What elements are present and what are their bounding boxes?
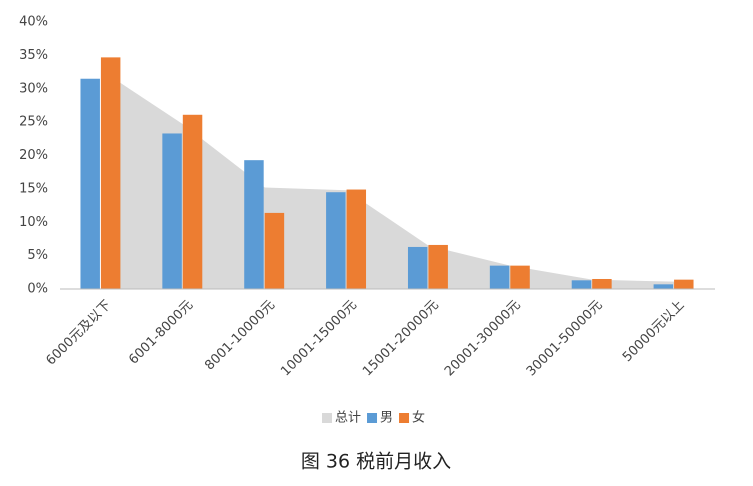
legend-swatch	[399, 413, 410, 423]
chart-title: 图 36 税前月收入	[301, 451, 451, 473]
legend-swatch	[322, 413, 332, 423]
legend-label: 女	[412, 410, 425, 426]
y-tick-label: 15%	[19, 181, 48, 196]
bar	[489, 265, 510, 289]
legend-label: 总计	[335, 411, 361, 426]
bar	[674, 279, 694, 289]
y-tick-label: 30%	[19, 81, 48, 96]
bar	[592, 278, 612, 289]
bar	[182, 114, 203, 289]
bar	[407, 246, 428, 289]
bar	[244, 160, 264, 289]
bar	[162, 133, 182, 289]
legend-swatch	[367, 413, 378, 423]
x-tick-label: 15001-20000元	[360, 298, 442, 380]
bar	[571, 280, 592, 289]
y-tick-label: 5%	[27, 248, 48, 263]
x-tick-label: 10001-15000元	[278, 298, 360, 380]
bar	[264, 212, 285, 289]
bar	[100, 57, 121, 289]
bar	[653, 284, 674, 289]
y-tick-label: 40%	[19, 15, 48, 30]
bar	[510, 265, 530, 289]
x-tick-label: 8001-10000元	[202, 298, 278, 374]
x-tick-label: 50000元以上	[620, 298, 687, 365]
y-tick-label: 0%	[27, 282, 48, 297]
y-tick-label: 20%	[19, 148, 48, 163]
bar	[346, 189, 367, 289]
x-tick-label: 6001-8000元	[126, 298, 196, 368]
x-tick-label: 6000元及以下	[43, 298, 114, 369]
legend-label: 男	[380, 411, 393, 426]
y-tick-label: 35%	[19, 48, 48, 63]
y-tick-label: 25%	[19, 115, 48, 130]
y-tick-label: 10%	[19, 215, 48, 230]
bar	[428, 244, 448, 289]
x-tick-label: 20001-30000元	[442, 298, 524, 380]
bar	[80, 78, 100, 289]
x-tick-label: 30001-50000元	[524, 298, 606, 380]
bar	[326, 192, 346, 289]
